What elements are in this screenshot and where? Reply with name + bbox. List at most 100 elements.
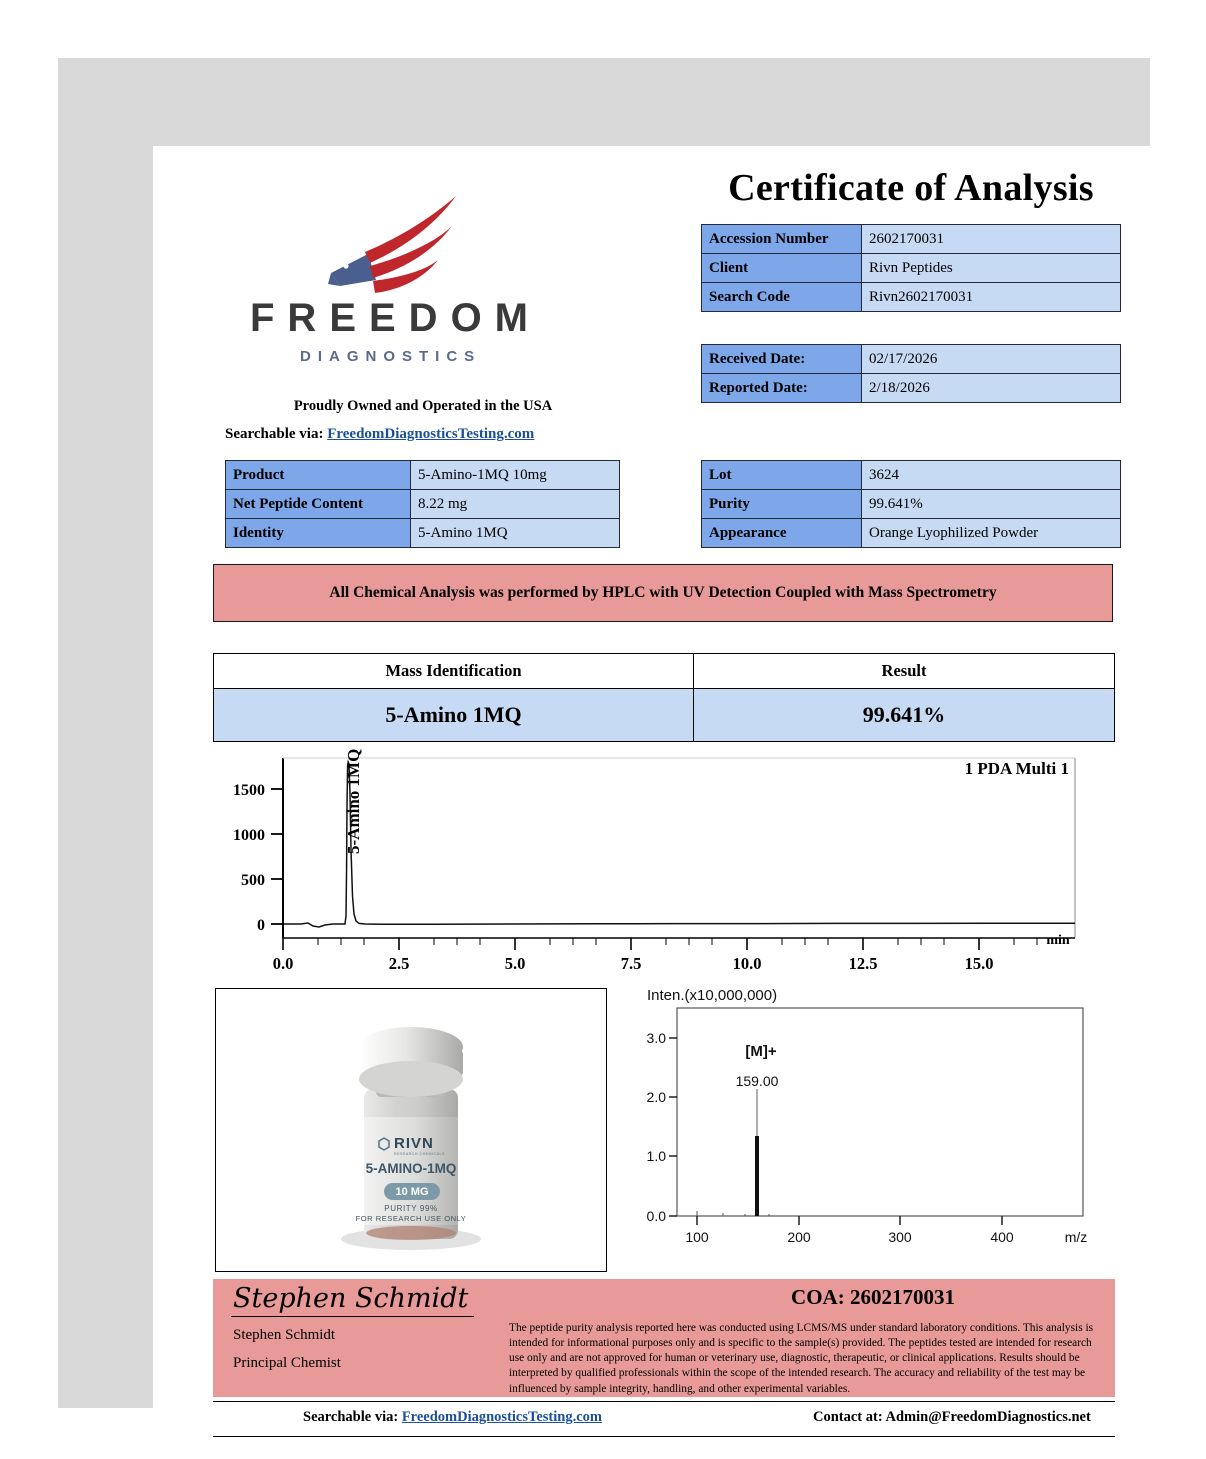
mass-identification-table: Mass Identification Result 5-Amino 1MQ 9… [213,653,1115,742]
table-row: Net Peptide Content 8.22 mg [225,489,620,519]
signer-name: Stephen Schmidt [233,1327,336,1343]
analysis-method-banner: All Chemical Analysis was performed by H… [213,564,1113,622]
mass-spectrum-chart: Inten.(x10,000,000) 0.0 1.0 2.0 3.0 [633,984,1115,1274]
x-tick-4: 10.0 [733,954,762,973]
ms-x-tick-300: 300 [888,1229,912,1245]
x-axis-label: min [1046,933,1070,948]
logo-wordmark: FREEDOM [250,296,541,340]
client-value: Rivn Peptides [861,253,1121,283]
received-date-label: Received Date: [701,344,862,374]
x-tick-2: 5.0 [505,954,526,973]
table-row: Lot 3624 [701,460,1121,490]
searchable-via-header: Searchable via: FreedomDiagnosticsTestin… [225,426,534,443]
product-value: 5-Amino-1MQ 10mg [410,460,620,490]
vial-use: FOR RESEARCH USE ONLY [356,1214,467,1223]
table-row: Product 5-Amino-1MQ 10mg [225,460,620,490]
coa-number: COA: 2602170031 [791,1285,955,1309]
vial-product: 5-AMINO-1MQ [366,1161,457,1176]
x-tick-1: 2.5 [389,954,410,973]
flag-stripes-icon [365,196,456,293]
footer-bar: Searchable via: FreedomDiagnosticsTestin… [213,1401,1115,1437]
ms-x-tick-100: 100 [685,1229,709,1245]
reported-date-value: 2/18/2026 [861,373,1121,403]
vial-logo: RIVN [394,1135,434,1152]
footer-searchable: Searchable via: FreedomDiagnosticsTestin… [303,1409,602,1426]
reported-date-label: Reported Date: [701,373,862,403]
vial-dose: 10 MG [395,1186,428,1198]
x-tick-3: 7.5 [621,954,642,973]
table-row: 5-Amino 1MQ 99.641% [213,688,1115,742]
vial-logo-sub: RESEARCH CHEMICALS [394,1152,445,1156]
signer-role: Principal Chemist [233,1355,341,1371]
y-tick-1500: 1500 [233,782,265,799]
purity-label: Purity [701,489,862,519]
usa-tagline: Proudly Owned and Operated in the USA [293,398,553,414]
disclaimer-text: The peptide purity analysis reported her… [509,1322,1094,1395]
table-header-row: Mass Identification Result [213,653,1115,689]
page-title: Certificate of Analysis [728,167,1094,209]
lot-label: Lot [701,460,862,490]
rivn-logo-icon [378,1137,390,1151]
identity-label: Identity [225,518,411,548]
y-tick-1000: 1000 [233,827,265,844]
identity-value: 5-Amino 1MQ [410,518,620,548]
x-tick-5: 12.5 [849,954,878,973]
ms-annotation-mass: 159.00 [736,1073,779,1089]
product-label: Product [225,460,411,490]
signature-image: Stephen Schmidt [231,1283,475,1317]
footer-searchable-prefix: Searchable via: [303,1409,399,1425]
ms-y-tick-1: 1.0 [647,1148,667,1164]
appearance-value: Orange Lyophilized Powder [861,518,1121,548]
mass-identification-value: 5-Amino 1MQ [213,688,694,742]
lot-table: Lot 3624 Purity 99.641% Appearance Orang… [701,460,1121,548]
freedom-logo-svg [328,196,456,293]
ms-x-tick-200: 200 [787,1229,811,1245]
chromatogram-trace [284,759,1075,928]
table-row: Received Date: 02/17/2026 [701,344,1121,374]
search-code-value: Rivn2602170031 [861,282,1121,312]
ms-peak-159 [755,1136,759,1216]
mass-spectrum-svg: Inten.(x10,000,000) 0.0 1.0 2.0 3.0 [647,987,1088,1245]
y-tick-500: 500 [241,872,265,889]
company-logo: FREEDOM DIAGNOSTICS [228,168,628,388]
searchable-prefix: Searchable via: [225,426,324,442]
eagle-head-icon [328,254,376,286]
table-row: Client Rivn Peptides [701,253,1121,283]
hplc-chromatogram: 0 500 1000 1500 [213,746,1115,976]
searchable-link[interactable]: FreedomDiagnosticsTesting.com [327,426,535,442]
certificate-page: FREEDOM DIAGNOSTICS Proudly Owned and Op… [153,146,1171,1448]
chromatogram-svg: 0 500 1000 1500 [233,749,1076,973]
ms-y-tick-0: 0.0 [647,1208,667,1224]
accession-number-label: Accession Number [701,224,862,254]
table-row: Purity 99.641% [701,489,1121,519]
lot-value: 3624 [861,460,1121,490]
y-tick-0: 0 [257,917,265,934]
accession-number-value: 2602170031 [861,224,1121,254]
table-row: Appearance Orange Lyophilized Powder [701,518,1121,548]
table-row: Identity 5-Amino 1MQ [225,518,620,548]
ms-y-tick-2: 2.0 [647,1089,667,1105]
ms-x-tick-400: 400 [990,1229,1014,1245]
purity-value: 99.641% [861,489,1121,519]
peak-label: 5-Amino 1MQ [344,749,363,854]
ms-y-tick-3: 3.0 [647,1030,667,1046]
product-table: Product 5-Amino-1MQ 10mg Net Peptide Con… [225,460,620,548]
result-header: Result [693,653,1115,689]
result-value: 99.641% [693,688,1115,742]
footer-contact: Contact at: Admin@FreedomDiagnostics.net [813,1409,1091,1425]
signature-block: Stephen Schmidt Stephen Schmidt Principa… [213,1279,1115,1397]
vial-purity: PURITY 99% [384,1204,437,1213]
table-row: Search Code Rivn2602170031 [701,282,1121,312]
ms-annotation-molecular-ion: [M]+ [745,1043,776,1060]
accession-table: Accession Number 2602170031 Client Rivn … [701,224,1121,312]
vial-photo: RIVN RESEARCH CHEMICALS 5-AMINO-1MQ 10 M… [215,988,607,1272]
page-frame: FREEDOM DIAGNOSTICS Proudly Owned and Op… [58,58,1171,1448]
net-peptide-content-label: Net Peptide Content [225,489,411,519]
table-row: Accession Number 2602170031 [701,224,1121,254]
ms-x-axis-label: m/z [1065,1229,1088,1245]
footer-searchable-link[interactable]: FreedomDiagnosticsTesting.com [401,1409,602,1425]
x-tick-0: 0.0 [273,954,294,973]
appearance-label: Appearance [701,518,862,548]
net-peptide-content-value: 8.22 mg [410,489,620,519]
logo-subtitle: DIAGNOSTICS [300,348,482,365]
